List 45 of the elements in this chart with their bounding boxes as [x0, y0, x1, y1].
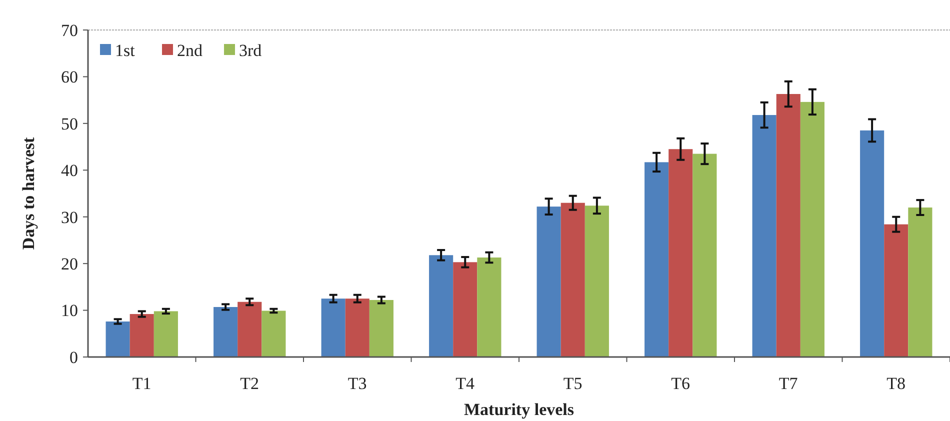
- bar: [130, 314, 154, 357]
- x-tick-label: T4: [456, 374, 476, 393]
- bar: [106, 321, 130, 357]
- bar: [752, 115, 776, 357]
- y-tick-label: 30: [61, 208, 78, 227]
- legend-label: 3rd: [239, 40, 262, 60]
- x-tick-label: T2: [240, 374, 260, 393]
- x-tick-label: T1: [132, 374, 152, 393]
- bar: [536, 206, 561, 357]
- x-axis-title: Maturity levels: [464, 400, 574, 419]
- bar: [345, 298, 370, 357]
- y-tick-label: 10: [61, 301, 78, 320]
- y-axis-title: Days to harvest: [19, 136, 38, 250]
- bar: [429, 255, 454, 357]
- bar: [369, 300, 394, 357]
- bar: [644, 162, 669, 357]
- y-tick-label: 70: [61, 20, 78, 40]
- bar: [321, 298, 346, 357]
- bar: [262, 310, 286, 357]
- y-tick-label: 40: [61, 161, 78, 180]
- bar: [214, 307, 238, 357]
- bar: [884, 224, 908, 357]
- x-tick-label: T5: [563, 374, 582, 393]
- y-tick-label: 0: [70, 348, 78, 367]
- bar: [860, 130, 884, 357]
- legend-label: 1st: [115, 40, 136, 60]
- bar: [908, 208, 932, 357]
- bar: [800, 102, 824, 357]
- bar: [584, 206, 609, 357]
- bar: [560, 202, 585, 357]
- y-tick-label: 50: [61, 114, 78, 134]
- bar: [692, 154, 717, 357]
- x-tick-label: T3: [348, 374, 367, 393]
- x-tick-label: T7: [778, 374, 798, 393]
- bar: [477, 258, 502, 357]
- x-tick-label: T8: [886, 374, 906, 393]
- bar: [453, 262, 478, 357]
- x-tick-label: T6: [671, 374, 690, 393]
- y-tick-label: 60: [61, 68, 78, 87]
- y-tick-label: 20: [61, 254, 78, 274]
- legend-label: 2nd: [177, 40, 203, 60]
- bar: [668, 149, 693, 357]
- bar: [776, 94, 800, 357]
- bar: [154, 311, 178, 357]
- bar: [238, 302, 262, 357]
